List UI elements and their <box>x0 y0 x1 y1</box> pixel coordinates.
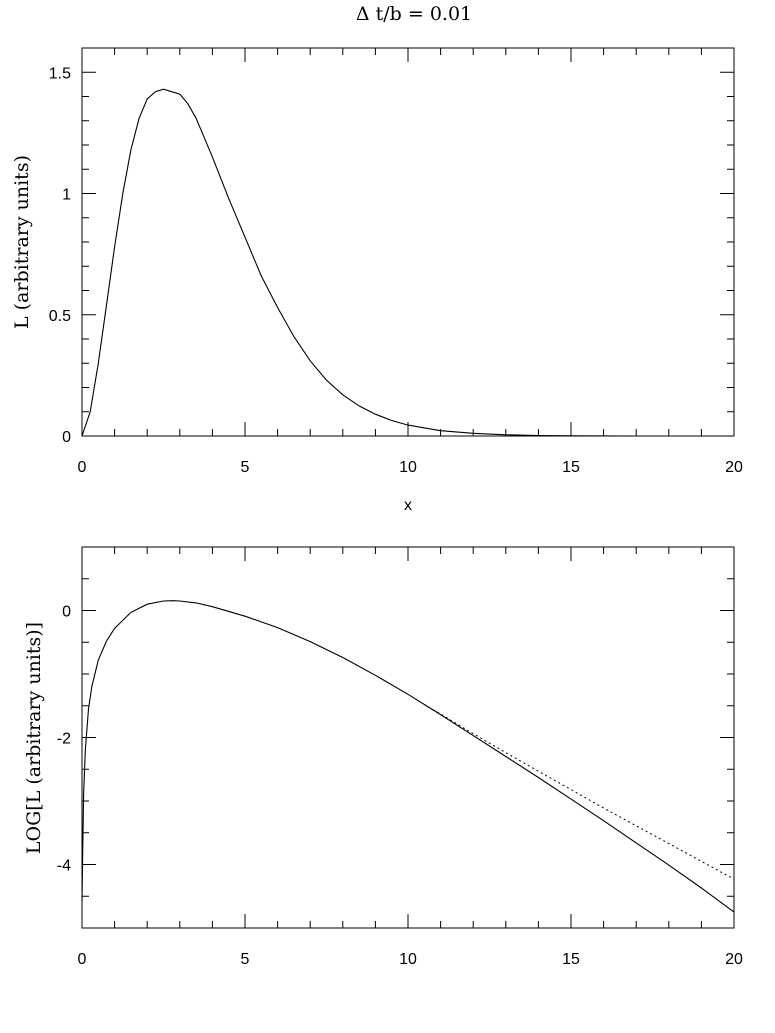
bottom-y-axis-label: LOG[L (arbitrary units)] <box>23 622 45 854</box>
top-y-tick-label: 1 <box>62 187 71 204</box>
top-series-solid-line <box>81 88 734 437</box>
bottom-y-tick-label: -4 <box>57 858 71 875</box>
top-tick-labels: 0 5 10 15 20 0 0.5 1 1.5 <box>49 65 743 476</box>
top-y-tick-label: 0 <box>62 429 71 446</box>
bottom-series-dotted-line <box>424 704 735 880</box>
figure-title: Δ t/b = 0.01 <box>356 3 472 25</box>
bottom-x-tick-label: 15 <box>562 951 580 968</box>
top-x-tick-label: 5 <box>241 459 250 476</box>
top-plot-frame <box>81 47 735 437</box>
bottom-plot-frame <box>81 546 735 929</box>
bottom-panel: 0 5 10 15 20 0 -2 -4 LOG[L (arbitrary units)] <box>23 546 743 969</box>
top-panel: 0 5 10 15 20 0 0.5 1 1.5 x L (arbitrary units) <box>11 47 743 514</box>
top-ticks <box>81 47 735 437</box>
bottom-y-tick-label: -2 <box>57 731 71 748</box>
bottom-x-tick-label: 10 <box>399 951 417 968</box>
bottom-y-tick-label: 0 <box>62 604 71 621</box>
bottom-series-solid-line <box>81 600 735 913</box>
top-x-tick-label: 20 <box>725 459 743 476</box>
bottom-x-tick-label: 0 <box>78 951 87 968</box>
top-y-tick-label: 1.5 <box>49 65 71 82</box>
top-y-tick-label: 0.5 <box>49 308 71 325</box>
bottom-series <box>81 600 735 913</box>
top-x-tick-label: 15 <box>562 459 580 476</box>
top-y-axis-label: L (arbitrary units) <box>11 155 33 329</box>
bottom-x-tick-label: 5 <box>241 951 250 968</box>
top-x-tick-label: 0 <box>78 459 87 476</box>
bottom-tick-labels: 0 5 10 15 20 0 -2 -4 <box>57 604 743 969</box>
bottom-ticks <box>81 546 735 929</box>
top-x-tick-label: 10 <box>399 459 417 476</box>
bottom-x-tick-label: 20 <box>725 951 743 968</box>
top-x-axis-label: x <box>404 497 412 514</box>
top-series <box>81 88 734 437</box>
